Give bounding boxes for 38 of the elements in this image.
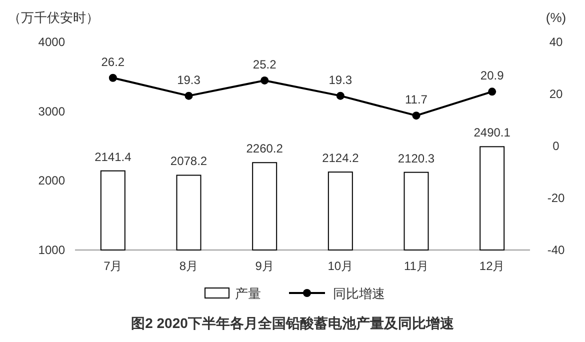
point bbox=[488, 88, 496, 96]
y2-tick-label: -20 bbox=[547, 191, 565, 205]
data-label: 2078.2 bbox=[170, 154, 208, 168]
x-tick-label: 8月 bbox=[179, 259, 198, 273]
y2-tick-label: 0 bbox=[552, 139, 560, 153]
x-tick-label: 12月 bbox=[479, 259, 505, 273]
y-tick-label: 4000 bbox=[38, 35, 66, 49]
y-tick-label: 2000 bbox=[38, 174, 66, 188]
data-label: 25.2 bbox=[252, 57, 277, 72]
y-tick-label: 3000 bbox=[38, 104, 66, 118]
y-tick-label: 1000 bbox=[38, 243, 66, 257]
data-label: 2141.4 bbox=[94, 150, 132, 164]
x-tick-label: 7月 bbox=[104, 259, 122, 273]
y2-tick-label: 20 bbox=[549, 87, 563, 101]
text: 图2 2020下半年各月全国铅酸蓄电池产量及同比增速 bbox=[131, 315, 455, 331]
x-tick-label: 11月 bbox=[404, 259, 428, 273]
legend-label: 同比增速 bbox=[333, 286, 385, 301]
data-label: 19.3 bbox=[328, 72, 352, 87]
point bbox=[336, 92, 344, 100]
data-label: 11.7 bbox=[405, 92, 428, 107]
y2-axis-title: (%) bbox=[546, 10, 566, 25]
point bbox=[184, 92, 193, 100]
data-label: 2490.1 bbox=[474, 126, 511, 140]
y2-tick-label: -40 bbox=[547, 243, 565, 257]
legend-label: 产量 bbox=[235, 286, 261, 301]
x-tick-label: 9月 bbox=[255, 259, 274, 273]
data-label: 26.2 bbox=[101, 54, 125, 69]
x-tick-label: 10月 bbox=[328, 259, 354, 273]
data-label: 2260.2 bbox=[246, 142, 284, 156]
y-axis-title: （万千伏安时） bbox=[8, 10, 99, 25]
point bbox=[260, 76, 269, 84]
y2-tick-label: 40 bbox=[549, 35, 563, 49]
point bbox=[108, 74, 117, 82]
point bbox=[412, 112, 420, 120]
data-label: 19.3 bbox=[177, 72, 201, 87]
data-label: 2120.3 bbox=[398, 151, 435, 166]
data-label: 20.9 bbox=[480, 68, 504, 83]
data-label: 2124.2 bbox=[322, 151, 360, 166]
